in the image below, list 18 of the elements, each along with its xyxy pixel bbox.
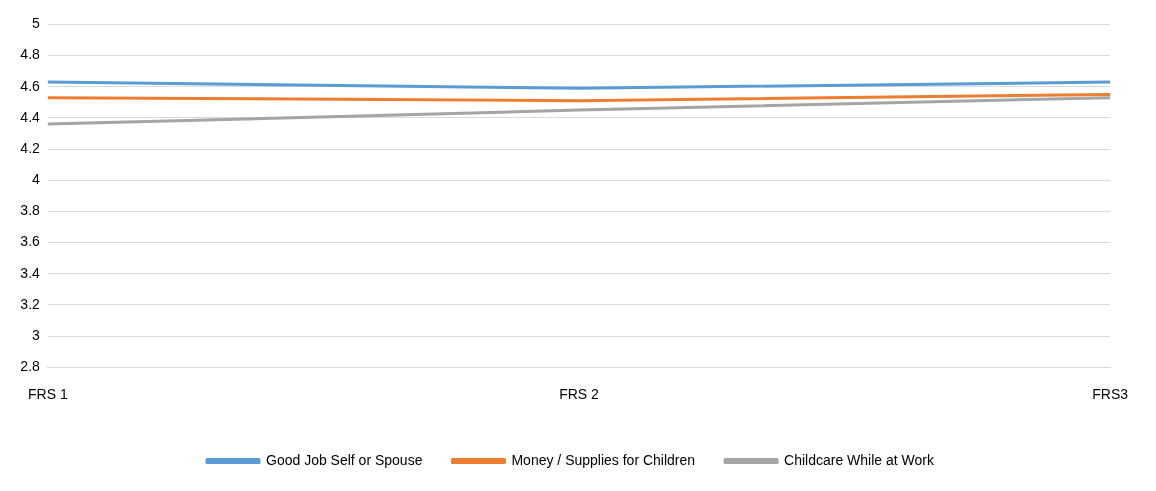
legend-label: Good Job Self or Spouse — [266, 451, 423, 468]
y-tick-label: 3 — [32, 326, 41, 343]
y-tick-label: 2.8 — [20, 358, 41, 375]
y-tick-label: 3.8 — [20, 202, 41, 219]
legend-label: Money / Supplies for Children — [511, 451, 696, 468]
legend-label: Childcare While at Work — [784, 451, 935, 468]
y-tick-label: 4.2 — [20, 139, 41, 156]
x-tick-label: FRS 2 — [559, 386, 600, 403]
y-tick-label: 4.4 — [20, 108, 41, 125]
x-tick-label: FRS 1 — [27, 386, 68, 403]
x-tick-label: FRS3 — [1092, 386, 1129, 403]
y-tick-label: 4.8 — [20, 46, 41, 63]
y-tick-label: 4.6 — [20, 77, 41, 94]
y-tick-label: 3.4 — [20, 264, 41, 281]
y-tick-label: 5 — [32, 15, 41, 32]
y-tick-label: 3.2 — [20, 295, 41, 312]
y-tick-label: 3.6 — [20, 233, 41, 250]
y-tick-label: 4 — [32, 171, 41, 188]
